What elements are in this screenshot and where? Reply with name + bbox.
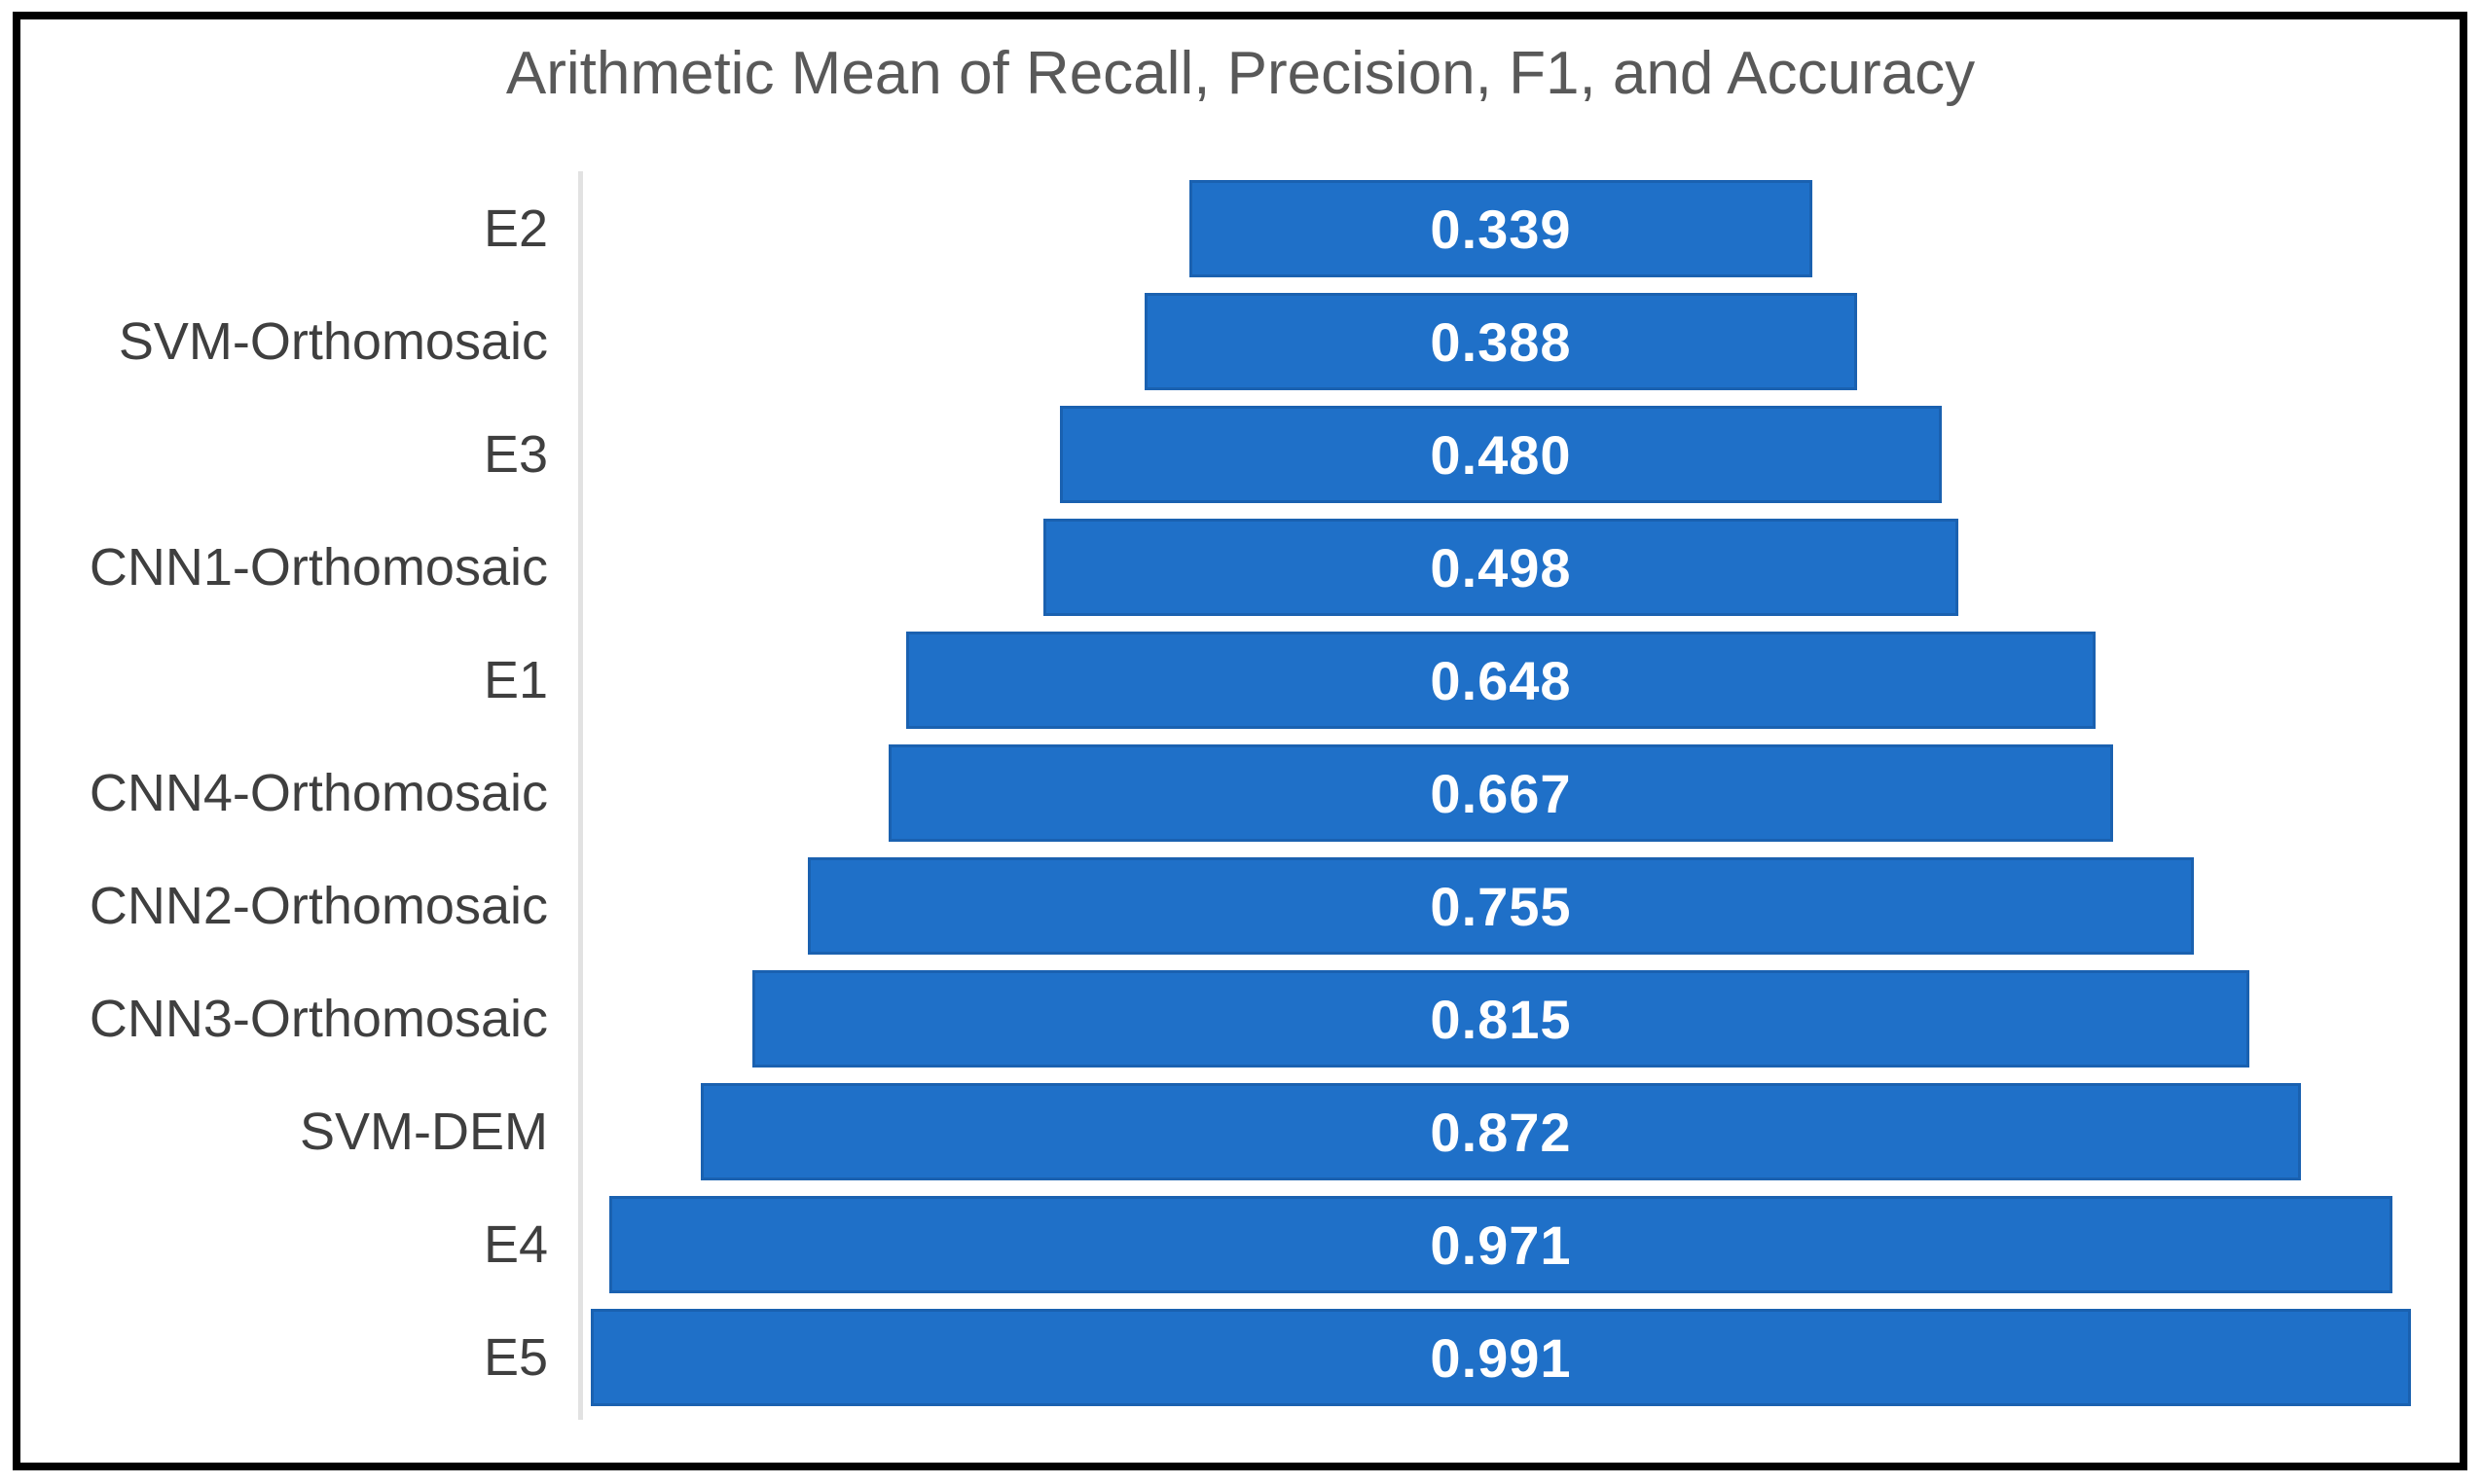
bar: 0.388: [1145, 293, 1857, 390]
bar: 0.815: [752, 970, 2249, 1068]
bar: 0.339: [1189, 180, 1812, 277]
bar: 0.872: [700, 1083, 2302, 1180]
chart-row: E5 0.991: [484, 1309, 2419, 1406]
category-label: CNN3-Orthomosaic: [89, 990, 548, 1048]
category-label: SVM-DEM: [300, 1103, 548, 1161]
category-label: CNN4-Orthomosaic: [89, 764, 548, 822]
bar-rows-container: E2 0.339 SVM-Orthomosaic 0.388 E3 0.480 …: [90, 180, 2419, 1406]
category-label: CNN1-Orthomosaic: [89, 538, 548, 597]
bar-value-label: 0.755: [1430, 875, 1572, 937]
bar-value-label: 0.480: [1430, 423, 1572, 486]
bar-value-label: 0.339: [1430, 198, 1572, 260]
category-label: SVM-Orthomosaic: [118, 312, 548, 371]
category-label: CNN2-Orthomosaic: [89, 877, 548, 935]
bar: 0.991: [591, 1309, 2411, 1406]
figure-border: [13, 12, 2467, 1470]
bar: 0.480: [1060, 406, 1942, 503]
bar-value-label: 0.815: [1430, 988, 1572, 1050]
bar-value-label: 0.872: [1430, 1101, 1572, 1163]
bar-value-label: 0.667: [1430, 762, 1572, 824]
bar: 0.648: [905, 632, 2097, 729]
chart-row: CNN4-Orthomosaic 0.667: [90, 744, 2419, 842]
bar-value-label: 0.991: [1430, 1326, 1572, 1389]
chart-row: CNN1-Orthomosaic 0.498: [90, 519, 2419, 616]
chart-row: SVM-Orthomosaic 0.388: [119, 293, 2419, 390]
bar: 0.755: [808, 857, 2194, 955]
chart-row: E2 0.339: [484, 180, 2419, 277]
category-label: E4: [483, 1215, 548, 1274]
bar-value-label: 0.971: [1430, 1213, 1572, 1276]
y-axis-line: [578, 171, 583, 1420]
chart-title: Arithmetic Mean of Recall, Precision, F1…: [505, 40, 1976, 107]
bar: 0.971: [609, 1196, 2392, 1293]
category-label: E1: [483, 651, 548, 709]
bar: 0.498: [1043, 519, 1958, 616]
chart-row: CNN2-Orthomosaic 0.755: [90, 857, 2419, 955]
bar-value-label: 0.498: [1430, 536, 1572, 598]
chart-row: E3 0.480: [484, 406, 2419, 503]
chart-row: CNN3-Orthomosaic 0.815: [90, 970, 2419, 1068]
chart-row: E4 0.971: [484, 1196, 2419, 1293]
bar: 0.667: [889, 744, 2113, 842]
category-label: E5: [483, 1328, 548, 1387]
category-label: E2: [483, 199, 548, 258]
category-label: E3: [483, 425, 548, 484]
chart-row: SVM-DEM 0.872: [300, 1083, 2419, 1180]
bar-value-label: 0.388: [1430, 310, 1572, 373]
chart-row: E1 0.648: [484, 632, 2419, 729]
bar-value-label: 0.648: [1430, 649, 1572, 711]
